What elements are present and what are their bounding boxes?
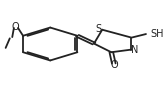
Text: SH: SH [151, 29, 164, 39]
Text: O: O [12, 22, 19, 32]
Text: O: O [111, 60, 118, 70]
Text: S: S [95, 24, 101, 34]
Text: N: N [131, 45, 138, 55]
